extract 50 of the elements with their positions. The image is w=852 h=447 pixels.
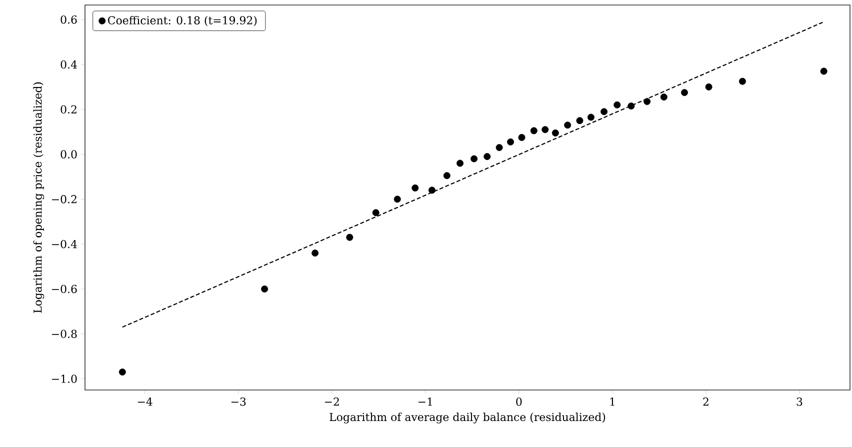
x-tick-label: −3	[231, 398, 246, 406]
y-tick-label: 0.6	[60, 15, 77, 24]
point	[470, 155, 478, 162]
point	[261, 285, 268, 292]
point	[680, 89, 688, 96]
point	[614, 101, 621, 108]
x-tick-label: −1	[418, 398, 432, 406]
x-tick-label: 2	[703, 398, 708, 406]
x-tick-label: 0	[516, 398, 522, 406]
x-tick-label: 1	[610, 398, 614, 406]
point	[644, 98, 651, 106]
x-axis-title: Logarithm of average daily balance (residualized)	[330, 412, 606, 424]
point	[496, 144, 503, 152]
point	[628, 102, 635, 110]
point	[820, 68, 828, 75]
point	[600, 108, 608, 116]
y-tick-label: −0.2	[52, 195, 76, 204]
point	[443, 172, 450, 180]
point	[587, 114, 594, 121]
point	[507, 138, 514, 146]
x-tick-label: −2	[324, 398, 339, 406]
point	[484, 153, 491, 160]
y-tick-label: 0.0	[60, 150, 77, 158]
point	[456, 160, 464, 167]
point	[576, 117, 584, 124]
point	[118, 368, 126, 376]
y-tick-label: 0.4	[60, 60, 77, 69]
point	[542, 126, 549, 134]
point	[738, 78, 746, 85]
y-axis-title: Logarithm of opening price (residualized)	[33, 82, 44, 313]
point	[412, 184, 419, 192]
point	[394, 196, 401, 203]
point	[346, 234, 354, 241]
y-tick-label: −1.0	[52, 374, 77, 383]
point	[518, 134, 526, 141]
x-tick-label: 3	[796, 398, 802, 406]
point	[312, 250, 319, 257]
point	[705, 83, 712, 90]
point	[372, 209, 380, 216]
x-tick-label: −4	[138, 398, 152, 406]
point	[660, 94, 668, 101]
legend-label: Coefficient: 0.18 (t=19.92)	[108, 16, 257, 26]
point	[564, 122, 572, 129]
y-tick-label: −0.4	[52, 240, 77, 248]
point	[530, 127, 538, 134]
y-tick-label: 0.2	[60, 105, 76, 114]
point	[552, 129, 559, 136]
y-tick-label: −0.6	[52, 284, 77, 294]
point	[428, 186, 436, 194]
y-tick-label: −0.8	[52, 330, 77, 338]
